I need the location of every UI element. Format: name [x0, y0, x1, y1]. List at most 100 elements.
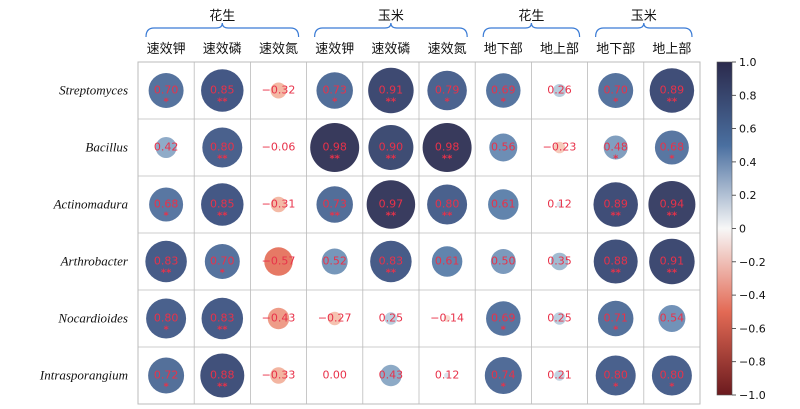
- colorbar-gradient: [716, 61, 733, 396]
- correlation-circle: [484, 357, 522, 394]
- significance-mark: **: [217, 97, 228, 108]
- correlation-circle: [648, 181, 696, 228]
- correlation-circle: [595, 355, 636, 396]
- value-label: 0.70: [154, 84, 179, 97]
- grid: [137, 61, 701, 405]
- significance-mark: **: [442, 154, 453, 165]
- significance-mark: *: [220, 268, 226, 279]
- correlation-circle: [553, 141, 566, 154]
- value-label: 0.35: [547, 255, 572, 268]
- significance-mark: *: [669, 154, 675, 165]
- value-label: 0.80: [660, 369, 685, 382]
- row-labels: Streptomyces Bacillus Actinomadura Arthroba…: [39, 83, 129, 383]
- value-label: 0.12: [547, 198, 572, 211]
- correlation-circle: [264, 247, 293, 276]
- significance-mark: **: [386, 211, 397, 222]
- value-label: 0.69: [491, 84, 516, 97]
- significance-mark: **: [217, 382, 228, 393]
- correlation-circle: [201, 183, 244, 226]
- correlation-circle: [368, 67, 414, 114]
- value-label: −0.31: [262, 198, 296, 211]
- correlation-circle: [490, 249, 516, 274]
- colorbar-tick-label: 0.4: [739, 156, 757, 169]
- correlation-circle: [277, 146, 280, 149]
- value-label: 0.91: [660, 255, 685, 268]
- correlation-circle: [202, 127, 243, 168]
- value-label: 0.74: [491, 369, 516, 382]
- column-header: 速效磷: [371, 42, 410, 57]
- correlation-circle: [486, 73, 521, 108]
- correlation-circle: [200, 353, 245, 398]
- row-label: Bacillus: [85, 140, 128, 155]
- correlation-circle: [148, 73, 184, 108]
- value-label: 0.89: [603, 198, 628, 211]
- correlation-circle: [327, 311, 342, 326]
- value-label: 0.54: [660, 312, 685, 325]
- colorbar-tick-label: 0.8: [739, 89, 757, 102]
- value-label: 0.88: [210, 369, 235, 382]
- value-label: 0.12: [435, 369, 460, 382]
- value-label: 0.26: [547, 84, 572, 97]
- significance-mark: **: [667, 211, 678, 222]
- colorbar-tick-label: −1.0: [739, 389, 766, 402]
- value-label: 0.85: [210, 84, 235, 97]
- colorbar-tick-label: −0.2: [739, 256, 766, 269]
- value-label: 0.98: [322, 141, 347, 154]
- group-bracket: [595, 22, 693, 38]
- value-label: −0.06: [262, 141, 296, 154]
- correlation-circle: [370, 240, 412, 283]
- group-bracket: [145, 22, 300, 38]
- value-label: 0.70: [210, 255, 235, 268]
- value-label: 0.88: [603, 255, 628, 268]
- correlation-circle: [270, 196, 287, 213]
- significance-mark: *: [332, 97, 338, 108]
- significance-mark: *: [613, 325, 619, 336]
- column-header: 地上部: [652, 42, 691, 57]
- correlation-circle: [489, 133, 518, 162]
- correlation-circle: [380, 364, 402, 387]
- value-label: −0.23: [543, 141, 577, 154]
- value-label: 0.25: [547, 312, 572, 325]
- correlation-circle: [310, 123, 360, 172]
- significance-mark: **: [329, 154, 340, 165]
- significance-mark: **: [329, 211, 340, 222]
- value-label: 0.52: [322, 255, 347, 268]
- correlation-circle: [204, 244, 240, 279]
- significance-mark: *: [163, 325, 169, 336]
- colorbar-tick-label: −0.8: [739, 356, 766, 369]
- correlation-circle: [444, 372, 451, 379]
- significance-mark: **: [386, 154, 397, 165]
- correlation-circle: [145, 240, 187, 283]
- value-label: 0.68: [660, 141, 685, 154]
- group-brackets: 花生 玉米 花生 玉米: [145, 8, 693, 38]
- column-header: 速效氮: [428, 42, 467, 57]
- value-label: 0.25: [379, 312, 404, 325]
- column-headers: 速效钾 速效磷 速效氮 速效钾 速效磷 速效氮 地下部 地上部 地下部 地上部: [147, 42, 692, 57]
- value-label: 0.56: [491, 141, 516, 154]
- correlation-circle: [384, 312, 398, 325]
- significance-mark: **: [442, 211, 453, 222]
- value-label: 0.72: [154, 369, 179, 382]
- correlation-circle: [201, 297, 244, 340]
- group-bracket: [314, 22, 468, 38]
- value-label: 0.50: [491, 255, 516, 268]
- value-label: 0.80: [154, 312, 179, 325]
- correlation-circle: [270, 82, 287, 99]
- colorbar-tick-label: 0.2: [739, 189, 757, 202]
- correlation-circle: [554, 370, 565, 381]
- correlation-circle: [267, 307, 290, 330]
- group-header: 花生: [518, 8, 544, 24]
- group-header: 玉米: [378, 9, 404, 24]
- significance-mark: **: [161, 268, 172, 279]
- correlation-circle: [488, 189, 519, 220]
- correlation-circle: [316, 72, 353, 109]
- value-label: 0.80: [210, 141, 235, 154]
- correlation-circle: [651, 355, 692, 396]
- significance-mark: *: [613, 97, 619, 108]
- value-label: 0.71: [603, 312, 628, 325]
- significance-mark: *: [163, 211, 169, 222]
- correlation-circle: [422, 123, 472, 172]
- value-label: 0.48: [603, 141, 628, 154]
- value-label: 0.85: [210, 198, 235, 211]
- correlation-circle: [427, 184, 468, 225]
